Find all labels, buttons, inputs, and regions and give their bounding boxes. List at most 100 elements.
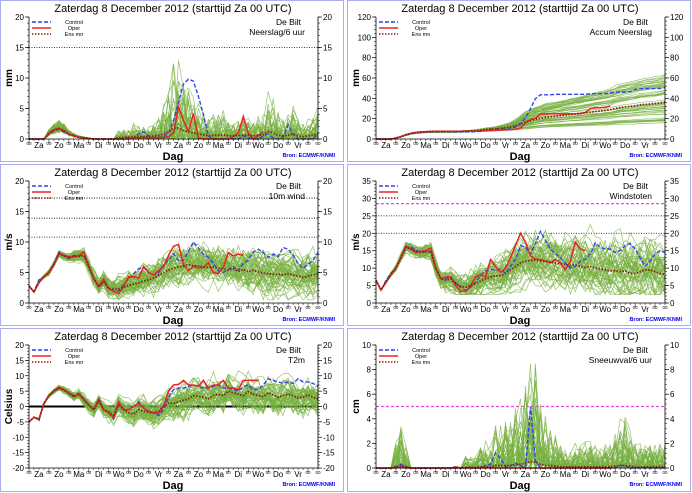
x-day-label: Ma [213, 470, 225, 479]
x-day-label: Di [234, 470, 242, 479]
x-day-label: Zo [54, 470, 64, 479]
source-label: Bron: ECMWF/KNMI [629, 153, 682, 159]
x-day-label: Vr [294, 470, 302, 479]
panel-precip-6h: Zaterdag 8 December 2012 (starttijd Za 0… [0, 0, 344, 163]
x-hour-label: 00 [453, 141, 459, 146]
x-day-label: Di [581, 470, 589, 479]
x-day-label: Di [234, 305, 242, 314]
y-tick-label-right: 8 [670, 366, 675, 375]
x-day-label: Di [95, 141, 103, 150]
x-day-label: Do [273, 305, 284, 314]
y-tick-label: 20 [15, 177, 24, 186]
y-tick-label: 4 [367, 415, 372, 424]
chart-svg-t2m: Zaterdag 8 December 2012 (starttijd Za 0… [4, 331, 335, 492]
x-hour-label: 00 [493, 305, 499, 310]
x-hour-label: 00 [513, 141, 519, 146]
x-hour-label: 00 [633, 141, 639, 146]
y-tick-label: 40 [362, 94, 371, 103]
y-tick-label-right: 10 [670, 341, 679, 350]
y-tick-label-right: 15 [323, 356, 332, 365]
x-hour-label: 00 [453, 305, 459, 310]
legend-label: Ens mn [65, 32, 84, 38]
x-hour-label: 00 [206, 141, 212, 146]
x-hour-label: 00 [613, 305, 619, 310]
y-tick-label-right: 10 [323, 74, 332, 83]
x-hour-label: 00 [613, 470, 619, 475]
y-tick-label-right: 5 [670, 282, 675, 291]
x-hour-label: 00 [573, 470, 579, 475]
y-tick-label-right: 40 [670, 94, 679, 103]
y-tick-label: 0 [367, 299, 372, 308]
y-axis-label: m/s [4, 233, 15, 251]
x-day-label: Ma [73, 470, 85, 479]
y-tick-label-right: 25 [670, 212, 679, 221]
source-label: Bron: ECMWF/KNMI [629, 482, 682, 488]
y-tick-label: 10 [362, 341, 371, 350]
x-day-label: Ma [420, 470, 432, 479]
y-tick-label: -15 [12, 449, 24, 458]
ensemble-member-line [375, 237, 666, 295]
source-label: Bron: ECMWF/KNMI [282, 482, 335, 488]
y-tick-label: -5 [17, 418, 25, 427]
x-day-label: Wo [460, 305, 472, 314]
ensemble-members [29, 60, 319, 141]
x-hour-label: 00 [453, 470, 459, 475]
x-day-label: Wo [599, 305, 611, 314]
x-day-label: Zo [541, 470, 551, 479]
variable-label: Windstoten [609, 191, 652, 201]
y-tick-label-right: 20 [323, 13, 332, 22]
ens-mean-line [28, 386, 319, 423]
x-hour-label: 00 [26, 305, 32, 310]
x-hour-label: 00 [513, 470, 519, 475]
y-tick-label-right: 5 [323, 387, 328, 396]
chart-title: Zaterdag 8 December 2012 (starttijd Za 0… [401, 3, 638, 15]
x-hour-label: 00 [315, 470, 321, 475]
x-hour-label: 00 [46, 305, 52, 310]
x-hour-label: 00 [413, 470, 419, 475]
ensemble-members [28, 241, 319, 302]
x-day-label: Vr [155, 305, 163, 314]
x-day-label: Vr [502, 141, 510, 150]
source-label: Bron: ECMWF/KNMI [629, 317, 682, 323]
x-day-label: Di [95, 470, 103, 479]
y-tick-label: 10 [15, 372, 24, 381]
x-day-label: Za [381, 141, 391, 150]
ensemble-member-line [375, 244, 666, 291]
ens-mean-line [376, 101, 666, 140]
panel-precip-accum: Zaterdag 8 December 2012 (starttijd Za 0… [347, 0, 691, 163]
x-hour-label: 00 [146, 470, 152, 475]
x-hour-label: 00 [662, 470, 668, 475]
x-day-label: Za [521, 470, 531, 479]
y-tick-label: 15 [15, 44, 24, 53]
x-hour-label: 00 [433, 470, 439, 475]
x-hour-label: 00 [206, 305, 212, 310]
panel-snow-6h: Zaterdag 8 December 2012 (starttijd Za 0… [347, 328, 691, 492]
x-day-label: Za [381, 305, 391, 314]
x-day-label: Do [134, 305, 145, 314]
ensemble-members [376, 74, 666, 140]
x-hour-label: 00 [266, 141, 272, 146]
panel-t2m: Zaterdag 8 December 2012 (starttijd Za 0… [0, 328, 344, 492]
ensemble-member-line [28, 246, 319, 293]
x-hour-label: 00 [126, 470, 132, 475]
x-hour-label: 00 [573, 305, 579, 310]
x-day-label: Ma [420, 141, 432, 150]
x-hour-label: 00 [266, 305, 272, 310]
x-hour-label: 00 [413, 305, 419, 310]
x-day-label: Wo [113, 141, 125, 150]
x-day-label: Za [174, 470, 184, 479]
x-day-label: Zo [401, 305, 411, 314]
y-tick-label: 5 [20, 105, 25, 114]
control-line [375, 229, 666, 292]
x-day-label: Di [442, 305, 450, 314]
y-tick-label-right: 0 [323, 299, 328, 308]
x-day-label: Do [134, 141, 145, 150]
ens-mean-line [28, 252, 319, 294]
x-day-label: Do [481, 305, 492, 314]
x-hour-label: 00 [315, 141, 321, 146]
x-hour-label: 00 [266, 470, 272, 475]
legend-label: Control [412, 20, 430, 26]
ensemble-member-line [28, 379, 319, 423]
x-hour-label: 00 [46, 141, 52, 146]
legend-label: Control [65, 20, 83, 26]
